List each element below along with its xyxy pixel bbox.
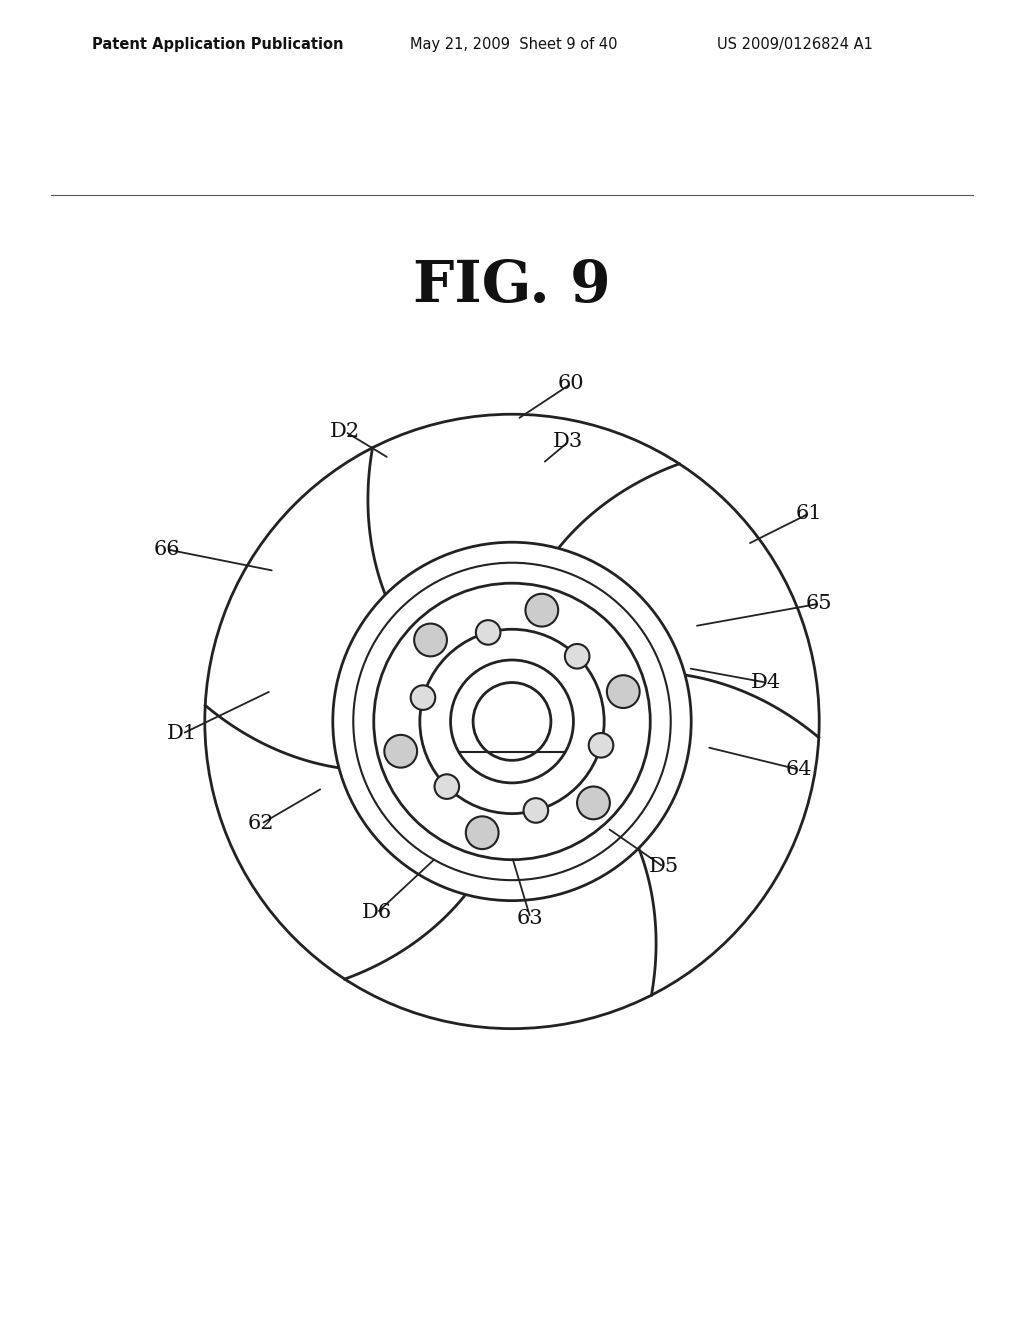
Circle shape bbox=[565, 644, 590, 668]
Text: D5: D5 bbox=[648, 858, 679, 876]
Circle shape bbox=[578, 787, 610, 820]
Circle shape bbox=[353, 562, 671, 880]
Circle shape bbox=[333, 543, 691, 900]
Circle shape bbox=[384, 735, 417, 768]
Circle shape bbox=[466, 816, 499, 849]
Text: FIG. 9: FIG. 9 bbox=[414, 259, 610, 314]
Text: 65: 65 bbox=[806, 594, 833, 614]
Text: May 21, 2009  Sheet 9 of 40: May 21, 2009 Sheet 9 of 40 bbox=[410, 37, 617, 51]
Circle shape bbox=[420, 630, 604, 813]
Circle shape bbox=[473, 682, 551, 760]
Text: D6: D6 bbox=[361, 903, 392, 923]
Text: 66: 66 bbox=[154, 540, 180, 558]
Circle shape bbox=[589, 733, 613, 758]
Circle shape bbox=[434, 775, 459, 799]
Circle shape bbox=[476, 620, 501, 644]
Circle shape bbox=[523, 799, 548, 822]
Text: D3: D3 bbox=[553, 433, 584, 451]
Text: D1: D1 bbox=[167, 725, 198, 743]
Circle shape bbox=[525, 594, 558, 627]
Text: D2: D2 bbox=[330, 422, 360, 441]
Text: 62: 62 bbox=[248, 814, 274, 833]
Circle shape bbox=[374, 583, 650, 859]
Text: 64: 64 bbox=[785, 760, 812, 779]
Circle shape bbox=[607, 676, 640, 708]
Text: D4: D4 bbox=[751, 673, 781, 692]
Text: 61: 61 bbox=[796, 504, 822, 523]
Circle shape bbox=[414, 623, 446, 656]
Text: Patent Application Publication: Patent Application Publication bbox=[92, 37, 344, 51]
Text: 63: 63 bbox=[517, 908, 544, 928]
Circle shape bbox=[205, 414, 819, 1028]
Text: 60: 60 bbox=[558, 374, 585, 393]
Text: US 2009/0126824 A1: US 2009/0126824 A1 bbox=[717, 37, 872, 51]
Circle shape bbox=[411, 685, 435, 710]
Circle shape bbox=[451, 660, 573, 783]
